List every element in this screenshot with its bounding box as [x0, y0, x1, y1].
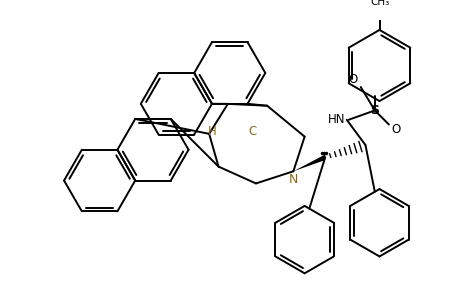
Text: C: C — [248, 125, 256, 138]
Text: N: N — [288, 173, 297, 186]
Text: O: O — [391, 123, 400, 136]
Text: S: S — [369, 104, 378, 117]
Polygon shape — [293, 154, 325, 171]
Text: H: H — [207, 125, 216, 138]
Text: HN: HN — [327, 113, 344, 126]
Text: CH₃: CH₃ — [369, 0, 388, 7]
Text: O: O — [348, 73, 357, 86]
